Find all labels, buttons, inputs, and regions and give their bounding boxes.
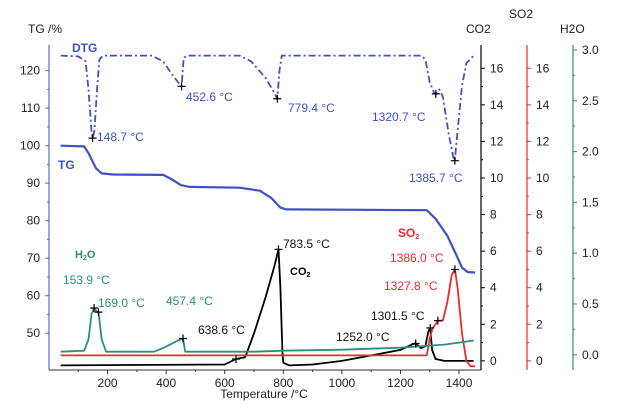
peak-marker bbox=[88, 134, 97, 143]
annotation-co2-1252: 1252.0 °C bbox=[336, 330, 390, 344]
tg-tick-label: 100 bbox=[20, 139, 40, 153]
annotation-dtg-779: 779.4 °C bbox=[288, 101, 335, 115]
x-tick-label: 600 bbox=[215, 376, 235, 390]
x-tick-label: 200 bbox=[98, 376, 118, 390]
so2-tick-label: 2 bbox=[536, 317, 543, 331]
so2-tick-label: 10 bbox=[536, 171, 550, 185]
h2o-tick-label: 1.5 bbox=[582, 195, 599, 209]
x-tick-label: 1000 bbox=[329, 376, 356, 390]
annotation-so2-1386: 1386.0 °C bbox=[390, 251, 444, 265]
tg-tick-label: 110 bbox=[21, 101, 40, 115]
peak-marker bbox=[450, 156, 459, 165]
peak-marker bbox=[232, 355, 241, 364]
peak-marker bbox=[177, 82, 186, 91]
tg-tick-label: 80 bbox=[27, 214, 41, 228]
co2-tick-label: 6 bbox=[490, 244, 497, 258]
so2-tick-label: 8 bbox=[536, 208, 543, 222]
tg-axis-title: TG /% bbox=[28, 22, 62, 36]
peak-marker bbox=[450, 265, 459, 274]
tg-tick-label: 50 bbox=[27, 326, 41, 340]
peak-marker bbox=[426, 323, 435, 332]
annotation-dtg-1320: 1320.7 °C bbox=[372, 110, 426, 124]
annotation-h2o-169: 169.0 °C bbox=[98, 296, 145, 310]
annotation-dtg-148: 148.7 °C bbox=[97, 130, 144, 144]
annotation-co2-1301: 1301.5 °C bbox=[371, 309, 425, 323]
tg-tick-label: 90 bbox=[27, 176, 41, 190]
x-tick-label: 1400 bbox=[446, 376, 473, 390]
so2-tick-label: 16 bbox=[536, 61, 550, 75]
so2-tick-label: 4 bbox=[536, 281, 543, 295]
h2o-tick-label: 1.0 bbox=[582, 246, 599, 260]
h2o-tick-label: 0.5 bbox=[582, 297, 599, 311]
peak-marker bbox=[433, 316, 442, 325]
axes: 200 400 600 800 1000 1200 14005060708090100110… bbox=[20, 43, 599, 390]
h2o-curve-label: H2O bbox=[75, 249, 96, 262]
co2-tick-label: 14 bbox=[490, 98, 504, 112]
co2-tick-label: 10 bbox=[490, 171, 504, 185]
so2-axis-title: SO2 bbox=[509, 7, 533, 21]
peak-marker bbox=[431, 89, 440, 98]
x-tick-label: 800 bbox=[273, 376, 293, 390]
annotation-dtg-452: 452.6 °C bbox=[186, 90, 233, 104]
annotation-dtg-1385: 1385.7 °C bbox=[409, 171, 463, 185]
so2-tick-label: 0 bbox=[536, 354, 543, 368]
x-tick-label: 1200 bbox=[387, 376, 414, 390]
annotation-h2o-457: 457.4 °C bbox=[166, 294, 213, 308]
tg-tick-label: 120 bbox=[20, 64, 40, 78]
peak-markers bbox=[88, 82, 459, 364]
tg-curve bbox=[60, 144, 476, 274]
co2-curve-label: CO2 bbox=[290, 266, 311, 279]
co2-tick-label: 4 bbox=[490, 281, 497, 295]
so2-curve bbox=[60, 268, 476, 368]
co2-axis-title: CO2 bbox=[466, 22, 491, 36]
peak-marker bbox=[273, 94, 282, 103]
h2o-tick-label: 0.0 bbox=[582, 348, 599, 362]
tg-tick-label: 70 bbox=[27, 251, 41, 265]
h2o-tick-label: 2.5 bbox=[582, 94, 599, 108]
co2-tick-label: 12 bbox=[490, 134, 504, 148]
peak-marker bbox=[411, 339, 420, 348]
annotation-h2o-153: 153.9 °C bbox=[63, 273, 110, 287]
so2-tick-label: 12 bbox=[536, 134, 550, 148]
annotation-so2-1327: 1327.8 °C bbox=[384, 279, 438, 293]
so2-tick-label: 14 bbox=[536, 98, 550, 112]
tg-curve-label: TG bbox=[58, 158, 75, 172]
x-axis-title: Temperature /°C bbox=[220, 387, 308, 401]
co2-tick-label: 2 bbox=[490, 317, 497, 331]
co2-tick-label: 16 bbox=[490, 61, 504, 75]
h2o-axis-title: H2O bbox=[560, 22, 585, 36]
co2-tick-label: 8 bbox=[490, 208, 497, 222]
h2o-tick-label: 2.0 bbox=[582, 145, 599, 159]
peak-marker bbox=[94, 308, 103, 317]
annotation-co2-638: 638.6 °C bbox=[198, 323, 245, 337]
peak-marker bbox=[274, 245, 283, 254]
x-tick-label: 400 bbox=[156, 376, 176, 390]
peak-marker bbox=[90, 304, 99, 313]
so2-tick-label: 6 bbox=[536, 244, 543, 258]
so2-curve-label: SO2 bbox=[398, 226, 419, 241]
h2o-tick-label: 3.0 bbox=[582, 43, 599, 57]
annotation-co2-783: 783.5 °C bbox=[283, 237, 330, 251]
co2-tick-label: 0 bbox=[490, 354, 497, 368]
dtg-curve bbox=[60, 54, 475, 162]
tg-tick-label: 60 bbox=[27, 289, 41, 303]
dtg-curve-label: DTG bbox=[72, 41, 97, 55]
peak-marker bbox=[178, 334, 187, 343]
